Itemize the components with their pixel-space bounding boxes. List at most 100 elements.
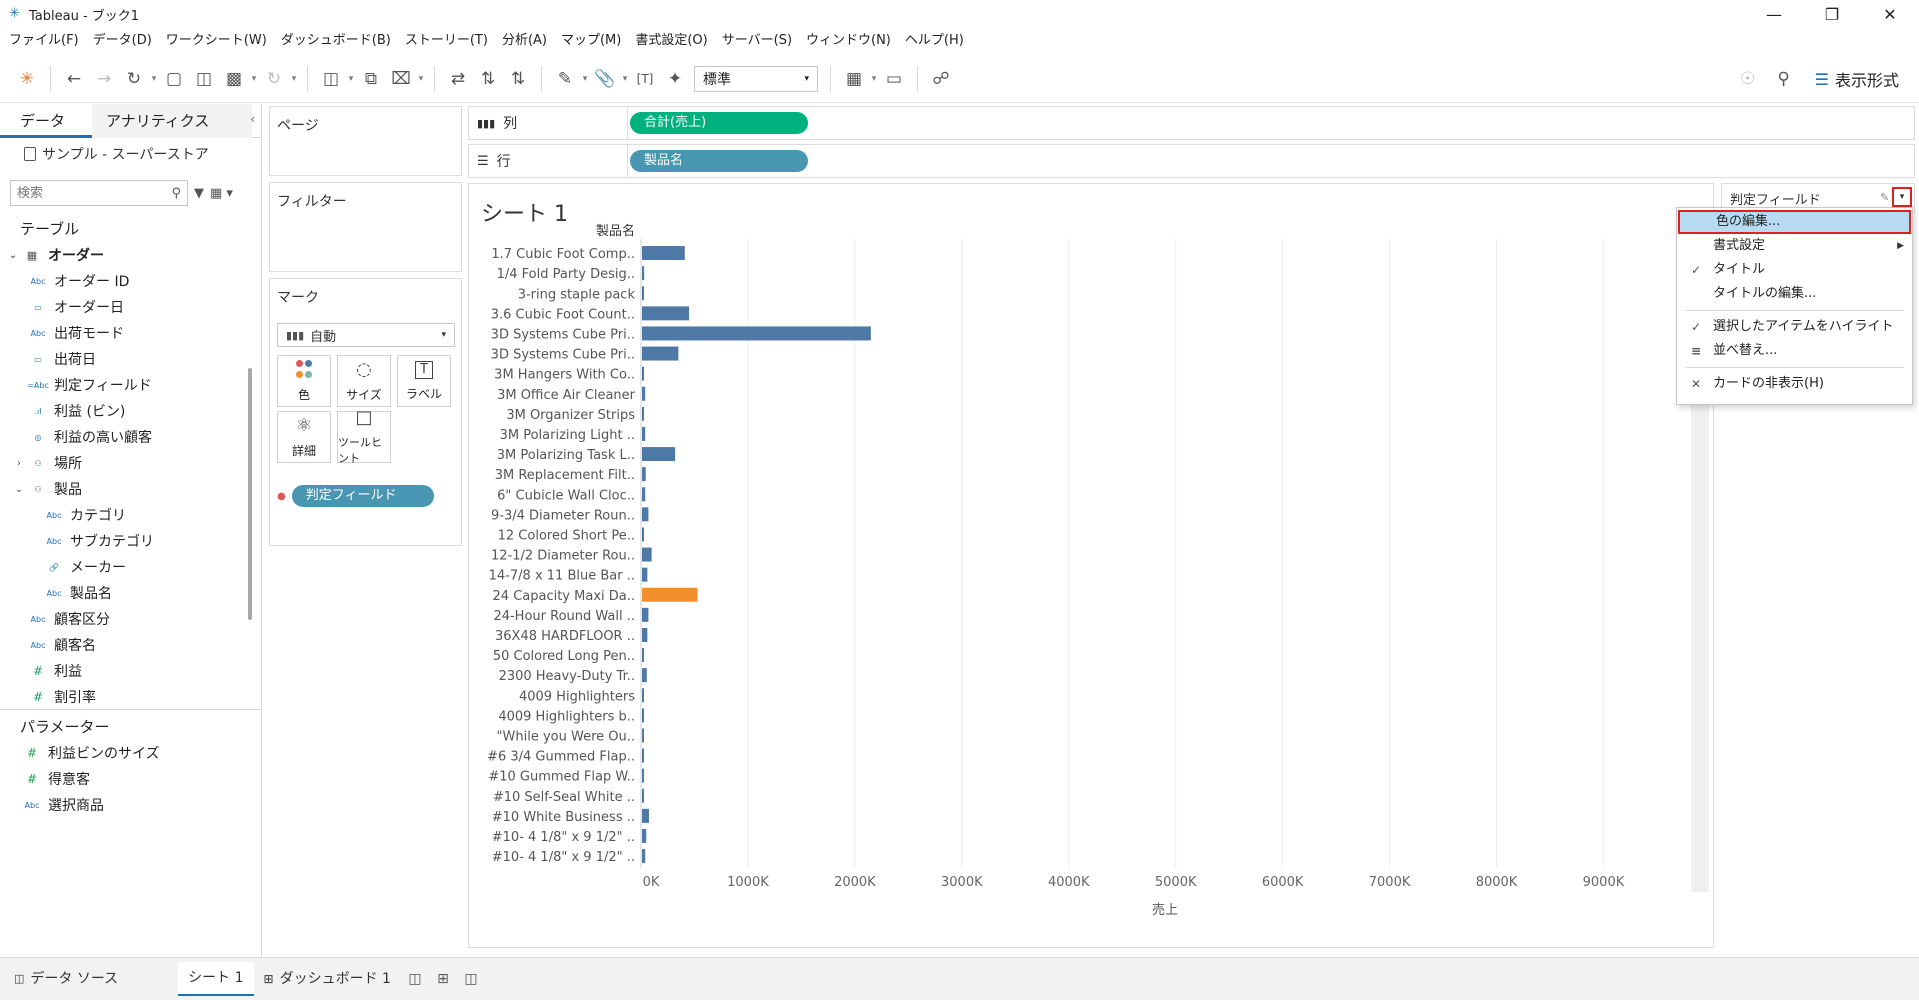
filters-shelf[interactable]: フィルター (269, 182, 462, 272)
sort-ascending-icon[interactable]: ⇅ (480, 68, 496, 89)
share-icon[interactable]: ☍ (932, 68, 950, 89)
clear-sheet-icon[interactable]: ⌧ (391, 68, 411, 89)
new-story-icon[interactable]: ◫ (464, 971, 478, 987)
fit-select[interactable]: 標準 ▾ (694, 65, 818, 92)
mark-pill[interactable]: 判定フィールド (291, 485, 434, 507)
columns-pill[interactable]: 合計(売上) (630, 112, 808, 134)
filter-icon[interactable]: ▼ (194, 185, 204, 201)
label-icon[interactable]: [T] (636, 71, 654, 86)
chevron-down-icon[interactable]: ▾ (151, 73, 157, 84)
field-item[interactable]: ◎ 利益の高い顧客 (0, 424, 246, 450)
sort-descending-icon[interactable]: ⇅ (510, 68, 526, 89)
menu-item[interactable]: ウィンドウ(N) (806, 33, 891, 48)
new-worksheet-icon[interactable]: ◫ (322, 68, 340, 89)
tooltip-card[interactable]: □ ツールヒント (337, 408, 391, 465)
group-icon[interactable]: 📎 (594, 68, 616, 89)
field-item[interactable]: =Abc 判定フィールド (0, 372, 246, 398)
field-item[interactable]: Abc カテゴリ (0, 502, 246, 528)
expand-toggle-icon[interactable]: › (17, 457, 21, 469)
minimize-icon[interactable]: — (1766, 4, 1782, 24)
refresh-icon[interactable]: ↻ (266, 68, 282, 89)
field-item[interactable]: Abc 出荷モード (0, 320, 246, 346)
new-worksheet-icon[interactable]: ◫ (408, 971, 422, 987)
field-item[interactable]: Abc オーダー ID (0, 268, 246, 294)
pages-shelf[interactable]: ページ (269, 106, 462, 176)
context-menu-item[interactable]: ✓ タイトル (1677, 258, 1912, 282)
view-options-icon[interactable]: ▦ ▾ (210, 185, 233, 201)
show-cards-icon[interactable]: ▦ (845, 68, 863, 89)
field-item[interactable]: Abc 顧客名 (0, 632, 246, 658)
chevron-down-icon[interactable]: ⌄ (8, 249, 18, 261)
sheet-title[interactable]: シート 1 (481, 202, 568, 227)
rows-pill[interactable]: 製品名 (630, 150, 808, 172)
context-menu-item[interactable]: ✕ カードの非表示(H) (1677, 372, 1912, 396)
search-input[interactable] (17, 185, 157, 201)
expand-toggle-icon[interactable]: ⌄ (14, 483, 24, 495)
chevron-down-icon[interactable]: ▾ (582, 73, 588, 84)
menu-item[interactable]: ヘルプ(H) (904, 33, 964, 48)
context-menu-item[interactable]: 書式設定 ▶ (1677, 234, 1912, 258)
collapse-pane-icon[interactable]: ‹ (250, 112, 255, 126)
tab-sheet-1[interactable]: シート 1 (178, 962, 254, 996)
fix-axes-icon[interactable]: ✦ (667, 68, 683, 89)
pause-updates-icon[interactable]: ▩ (225, 68, 243, 89)
legend-dropdown-button[interactable]: ▾ (1892, 187, 1912, 207)
tab-dashboard-1[interactable]: ⊞ ダッシュボード 1 (254, 962, 401, 996)
swap-ds-icon[interactable]: ↻ (126, 68, 142, 89)
tableau-home-icon[interactable]: ✳ (19, 68, 35, 89)
chevron-down-icon[interactable]: ▾ (871, 73, 877, 84)
menu-item[interactable]: ワークシート(W) (165, 33, 267, 48)
color-card[interactable]: 色 (277, 355, 331, 407)
chevron-down-icon[interactable]: ▾ (348, 73, 354, 84)
menu-item[interactable]: ストーリー(T) (404, 33, 488, 48)
field-item[interactable]: Abc 顧客区分 (0, 606, 246, 632)
size-card[interactable]: ◌ サイズ (337, 355, 391, 407)
rows-shelf[interactable]: ☰ 行 製品名 (468, 144, 1915, 178)
field-item[interactable]: 🔗 メーカー (0, 554, 246, 580)
field-item[interactable]: Abc 製品名 (0, 580, 246, 606)
menu-item[interactable]: マップ(M) (560, 33, 622, 48)
save-icon[interactable]: ▢ (165, 68, 183, 89)
table-item[interactable]: ⌄ ▦ オーダー (0, 242, 246, 268)
parameter-item[interactable]: # 利益ビンのサイズ (0, 740, 262, 766)
chevron-down-icon[interactable]: ▾ (291, 73, 297, 84)
chevron-down-icon[interactable]: ▾ (418, 73, 424, 84)
chevron-down-icon[interactable]: ▾ (251, 73, 257, 84)
field-item[interactable]: # 利益 (0, 658, 246, 684)
ask-data-icon[interactable]: ☉ (1740, 69, 1756, 89)
field-item[interactable]: # 割引率 (0, 684, 246, 710)
menu-item[interactable]: ダッシュボード(B) (280, 33, 391, 48)
highlight-icon[interactable]: ✎ (557, 68, 573, 89)
field-item[interactable]: ▭ 出荷日 (0, 346, 246, 372)
edit-pencil-icon[interactable]: ✎ (1880, 191, 1890, 204)
context-menu-item[interactable]: ≡ 並べ替え... (1677, 339, 1912, 363)
columns-shelf[interactable]: ▮▮▮ 列 合計(売上) (468, 106, 1915, 140)
parameter-item[interactable]: # 得意客 (0, 766, 262, 792)
datasource-item[interactable]: サンプル - スーパーストア (0, 138, 261, 170)
new-dashboard-icon[interactable]: ⊞ (437, 971, 449, 987)
close-window-icon[interactable]: ✕ (1883, 4, 1897, 24)
tab-datasource[interactable]: ◫ データ ソース (4, 962, 128, 996)
show-me-button[interactable]: ☰ 表示形式 (1815, 67, 1899, 91)
context-menu-item[interactable]: タイトルの編集... (1677, 282, 1912, 306)
context-menu-item[interactable]: ✓ 選択したアイテムをハイライト (1677, 315, 1912, 339)
detail-card[interactable]: ⚛ 詳細 (277, 411, 331, 463)
tab-analytics[interactable]: アナリティクス (92, 104, 252, 138)
field-item[interactable]: › ⚇ 場所 (0, 450, 246, 476)
menu-item[interactable]: 書式設定(O) (635, 33, 708, 48)
field-list-scrollbar[interactable] (248, 368, 252, 620)
new-datasource-icon[interactable]: ◫ (195, 68, 213, 89)
restore-icon[interactable]: ❐ (1824, 4, 1840, 24)
field-item[interactable]: Abc サブカテゴリ (0, 528, 246, 554)
chevron-down-icon[interactable]: ▾ (622, 73, 628, 84)
menu-item[interactable]: 分析(A) (501, 33, 547, 48)
menu-item[interactable]: サーバー(S) (721, 33, 793, 48)
duplicate-sheet-icon[interactable]: ⧉ (364, 68, 378, 89)
field-item[interactable]: .ıl 利益 (ビン) (0, 398, 246, 424)
tab-data[interactable]: データ (0, 104, 92, 138)
menu-item[interactable]: データ(D) (92, 33, 152, 48)
field-item[interactable]: ▭ オーダー日 (0, 294, 246, 320)
mark-type-select[interactable]: ▮▮▮ 自動 ▾ (277, 323, 455, 347)
menu-item[interactable]: ファイル(F) (9, 33, 79, 48)
field-item[interactable]: ⌄ ⚇ 製品 (0, 476, 246, 502)
